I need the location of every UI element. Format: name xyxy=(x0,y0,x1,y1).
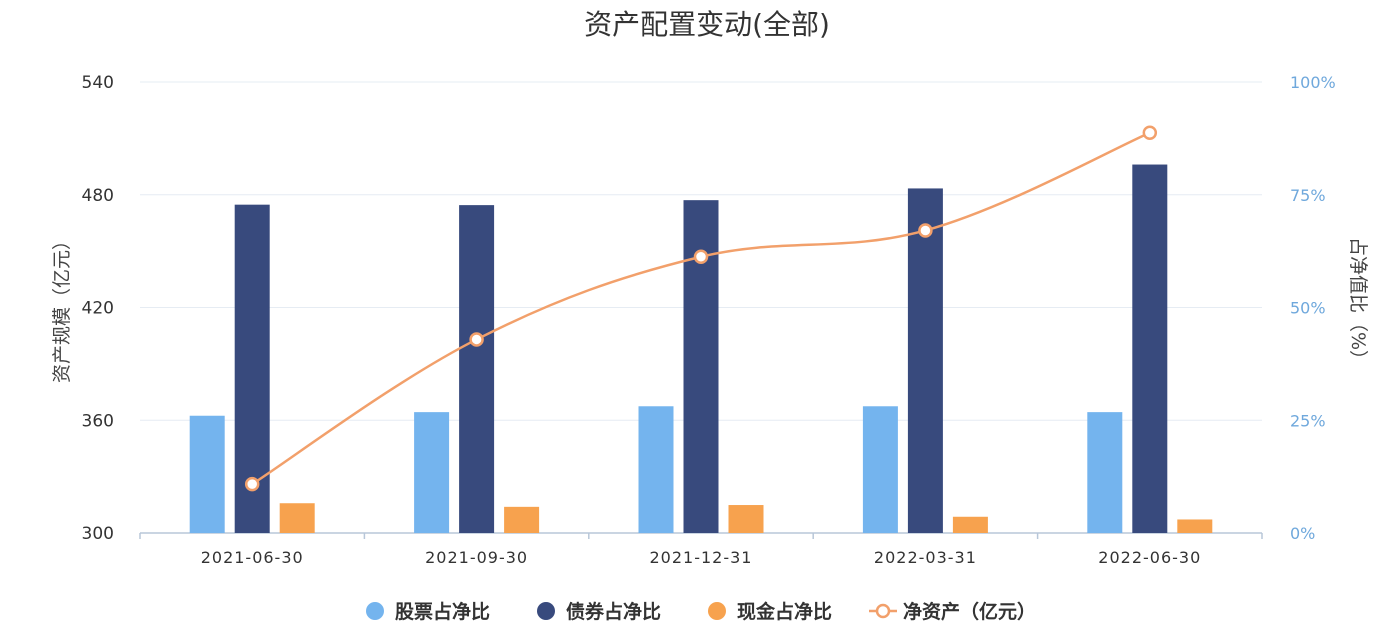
legend-marker xyxy=(366,602,384,620)
x-tick-label: 2022-03-31 xyxy=(874,548,977,567)
right-axis-label: 占净值比（%） xyxy=(1347,237,1369,369)
chart-title: 资产配置变动(全部) xyxy=(584,8,830,41)
bar-1 xyxy=(862,406,898,533)
legend-label: 债券占净比 xyxy=(566,600,661,623)
line-point xyxy=(1142,125,1158,140)
line-series xyxy=(244,125,1158,492)
bar-3 xyxy=(1177,519,1213,533)
bar-3 xyxy=(728,505,764,533)
x-tick-label: 2021-12-31 xyxy=(650,548,753,567)
line-point xyxy=(918,223,933,238)
bar-1 xyxy=(189,415,225,533)
x-tick-label: 2022-06-30 xyxy=(1098,548,1201,567)
left-tick-label: 300 xyxy=(82,524,114,544)
legend: 股票占净比 债券占净比 现金占净比 净资产（亿元） xyxy=(366,600,1036,623)
right-tick-label: 100% xyxy=(1290,73,1336,92)
line-point xyxy=(244,476,260,492)
legend-label: 股票占净比 xyxy=(395,600,490,623)
legend-marker xyxy=(708,602,726,620)
line-point xyxy=(469,332,484,347)
bar-2 xyxy=(459,205,495,534)
right-tick-label: 75% xyxy=(1290,186,1326,205)
left-tick-label: 360 xyxy=(82,411,114,431)
bar-2 xyxy=(907,188,943,533)
right-tick-label: 25% xyxy=(1290,411,1326,430)
bar-1 xyxy=(414,412,450,533)
left-axis-ticks: 300 360 420 480 540 xyxy=(82,73,114,544)
bar-3 xyxy=(952,516,988,533)
right-tick-label: 50% xyxy=(1290,299,1326,318)
bar-1 xyxy=(638,406,674,533)
bar-1 xyxy=(1087,412,1123,533)
line-point xyxy=(693,249,709,265)
legend-marker xyxy=(537,602,555,620)
bar-series xyxy=(189,164,1213,534)
bar-3 xyxy=(279,503,315,533)
right-tick-label: 0% xyxy=(1290,524,1315,543)
left-tick-label: 540 xyxy=(82,73,114,93)
left-axis-label: 资产规模（亿元） xyxy=(51,231,73,383)
x-tick-label: 2021-09-30 xyxy=(425,548,528,567)
legend-label: 现金占净比 xyxy=(737,600,832,623)
x-tick-label: 2021-06-30 xyxy=(201,548,304,567)
legend-label: 净资产（亿元） xyxy=(903,600,1036,623)
left-tick-label: 480 xyxy=(82,186,114,206)
bar-2 xyxy=(1132,164,1168,533)
right-axis-ticks: 0% 25% 50% 75% 100% xyxy=(1290,73,1336,543)
x-axis-ticks: 2021-06-30 2021-09-30 2021-12-31 2022-03-31… xyxy=(139,533,1263,567)
left-tick-label: 420 xyxy=(82,299,114,319)
bar-3 xyxy=(504,506,540,533)
legend-marker xyxy=(875,603,891,619)
